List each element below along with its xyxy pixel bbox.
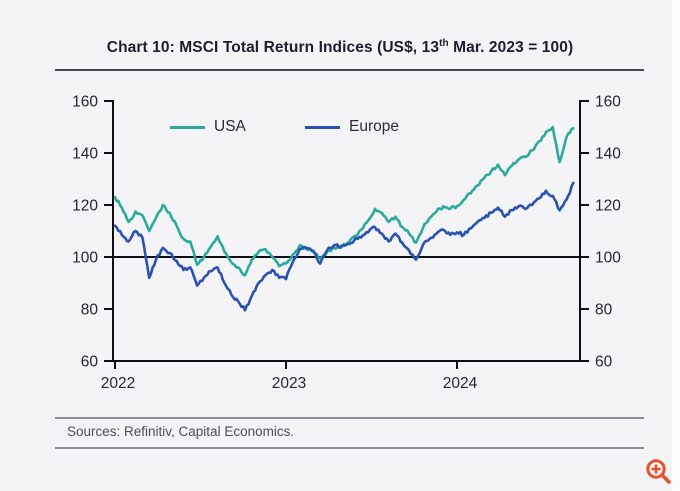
legend-label-europe: Europe [349, 118, 399, 135]
europe-line-swatch [305, 125, 340, 129]
y-tick-label-left: 160 [72, 94, 98, 111]
title-divider [55, 69, 644, 71]
zoom-in-icon [646, 459, 671, 484]
y-tick-label-left: 60 [81, 354, 99, 371]
zoom-in-button[interactable] [645, 458, 673, 486]
source-divider-bottom [55, 447, 644, 449]
y-tick-label-left: 100 [72, 250, 98, 267]
y-tick-label-right: 100 [595, 250, 621, 267]
chart-title-prefix: Chart 10: MSCI Total Return Indices (US$… [106, 39, 440, 57]
x-tick-label: 2023 [272, 375, 306, 392]
line-chart: 60 60 80 80 100 100 120 120 140 140 160 160 2022 2023… [72, 94, 621, 393]
y-tick-label-left: 140 [72, 146, 98, 163]
europe-series-line [113, 181, 575, 312]
source-divider-top [55, 417, 644, 419]
y-tick-label-right: 120 [595, 198, 621, 215]
x-tick-label: 2024 [443, 375, 478, 392]
y-tick-label-right: 140 [595, 146, 621, 163]
y-tick-label-right: 60 [595, 354, 613, 371]
chart-title-suffix: Mar. 2023 = 100) [448, 39, 574, 57]
usa-line-swatch [170, 125, 205, 129]
usa-series-line [113, 125, 575, 277]
chart-title-superscript: th [439, 38, 449, 49]
y-tick-label-left: 120 [72, 198, 98, 215]
legend-label-usa: USA [214, 118, 246, 135]
legend-item-usa: USA [170, 118, 246, 136]
page-edge [672, 0, 680, 491]
chart-title: Chart 10: MSCI Total Return Indices (US$… [0, 38, 680, 57]
legend-item-europe: Europe [305, 118, 399, 136]
y-tick-label-left: 80 [81, 302, 99, 319]
x-tick-label: 2022 [101, 375, 135, 392]
y-tick-label-right: 80 [595, 302, 613, 319]
source-note: Sources: Refinitiv, Capital Economics. [67, 424, 295, 439]
y-tick-label-right: 160 [595, 94, 621, 111]
